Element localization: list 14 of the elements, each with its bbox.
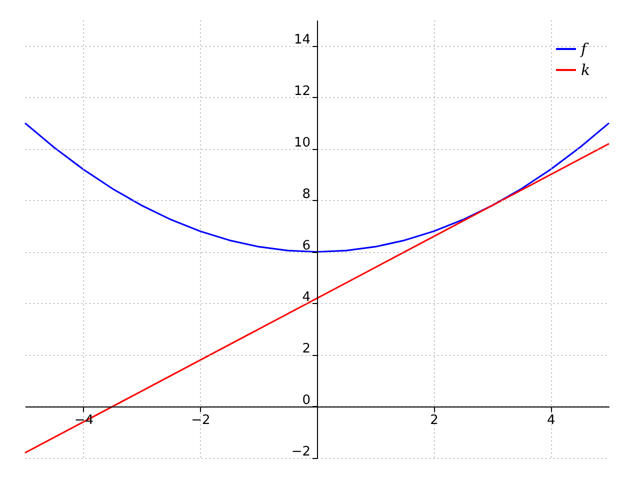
y-tick-label: 8	[302, 186, 310, 202]
x-tick-label: 4	[546, 412, 556, 428]
legend-label: k	[581, 61, 590, 79]
legend-label: f	[580, 40, 589, 58]
x-tick-label: 2	[430, 412, 438, 428]
x-tick-label: −2	[191, 412, 210, 428]
y-tick-label: 4	[302, 290, 310, 305]
y-tick-label: 12	[294, 84, 310, 99]
y-tick-label: 14	[294, 32, 310, 48]
y-tick-label: 0	[302, 392, 310, 408]
y-tick-label: −2	[291, 444, 310, 460]
y-tick-label: 6	[302, 238, 310, 254]
y-tick-label: 10	[294, 135, 310, 150]
y-tick-label: 2	[302, 341, 310, 356]
